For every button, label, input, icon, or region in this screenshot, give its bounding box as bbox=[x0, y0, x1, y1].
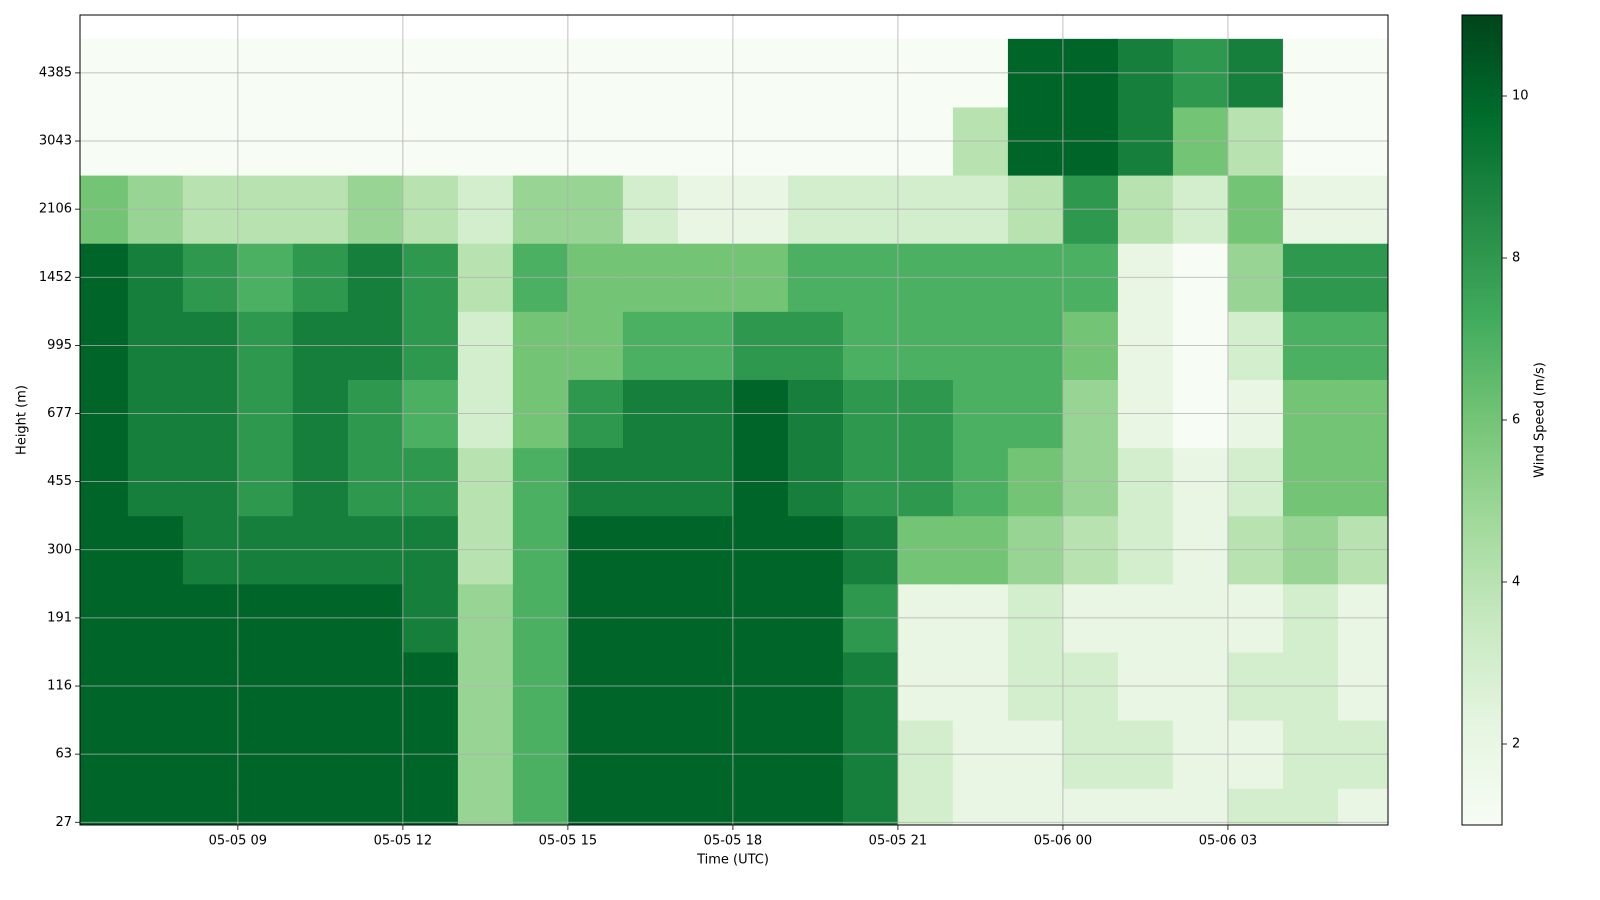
heat-cell bbox=[512, 788, 569, 825]
y-tick-label: 63 bbox=[55, 747, 72, 762]
heat-cell bbox=[347, 788, 404, 825]
heat-cell bbox=[292, 788, 349, 825]
y-tick-label: 455 bbox=[47, 474, 72, 489]
colorbar-tick-label: 6 bbox=[1512, 413, 1520, 428]
y-tick-label: 3043 bbox=[39, 134, 72, 149]
y-tick-label: 995 bbox=[47, 338, 72, 353]
heat-cell bbox=[182, 788, 239, 825]
heat-cell bbox=[842, 788, 899, 825]
heat-cell bbox=[677, 788, 734, 825]
y-tick-label: 1452 bbox=[39, 270, 72, 285]
x-tick-label: 05-06 03 bbox=[1199, 834, 1257, 849]
heat-cell bbox=[567, 788, 624, 825]
x-tick-label: 05-05 12 bbox=[374, 834, 432, 849]
colorbar-tick-label: 4 bbox=[1512, 575, 1520, 590]
y-tick-label: 27 bbox=[55, 815, 72, 830]
heat-cell bbox=[127, 788, 184, 825]
heat-cell bbox=[1172, 788, 1229, 825]
colorbar-tick-label: 8 bbox=[1512, 251, 1520, 266]
heat-cell bbox=[80, 788, 129, 825]
colorbar-tick-label: 2 bbox=[1512, 737, 1520, 752]
y-tick-label: 2106 bbox=[39, 202, 72, 217]
plot-frame bbox=[79, 14, 1389, 826]
heat-cell bbox=[402, 788, 459, 825]
y-tick-label: 191 bbox=[47, 610, 72, 625]
heat-cell bbox=[952, 788, 1009, 825]
heat-cell bbox=[1062, 788, 1119, 825]
x-axis-label: Time (UTC) bbox=[696, 853, 769, 868]
y-tick-label: 116 bbox=[47, 679, 72, 694]
colorbar bbox=[1461, 14, 1503, 826]
x-tick-label: 05-05 21 bbox=[869, 834, 927, 849]
x-tick-label: 05-05 09 bbox=[209, 834, 267, 849]
x-tick-label: 05-05 18 bbox=[704, 834, 762, 849]
heat-cell bbox=[457, 788, 514, 825]
y-tick-label: 677 bbox=[47, 406, 72, 421]
colorbar-tick-label: 10 bbox=[1512, 89, 1529, 104]
heat-cell bbox=[1282, 788, 1339, 825]
y-axis-label: Height (m) bbox=[15, 385, 30, 455]
heat-cell bbox=[1007, 788, 1064, 825]
x-tick-label: 05-06 00 bbox=[1034, 834, 1092, 849]
heat-cell bbox=[237, 788, 294, 825]
heat-cell bbox=[1227, 788, 1284, 825]
heat-cell bbox=[1337, 788, 1388, 825]
x-tick-label: 05-05 15 bbox=[539, 834, 597, 849]
y-tick-label: 4385 bbox=[39, 65, 72, 80]
heat-cell bbox=[897, 788, 954, 825]
heat-cell bbox=[1117, 788, 1174, 825]
colorbar-label: Wind Speed (m/s) bbox=[1533, 362, 1548, 478]
heat-cell bbox=[622, 788, 679, 825]
axes: 05-05 09 05-05 12 05-05 15 05-05 18 05-05 21… bbox=[39, 14, 1529, 849]
heat-cell bbox=[787, 788, 844, 825]
heat-cell bbox=[732, 788, 789, 825]
y-tick-label: 300 bbox=[47, 542, 72, 557]
